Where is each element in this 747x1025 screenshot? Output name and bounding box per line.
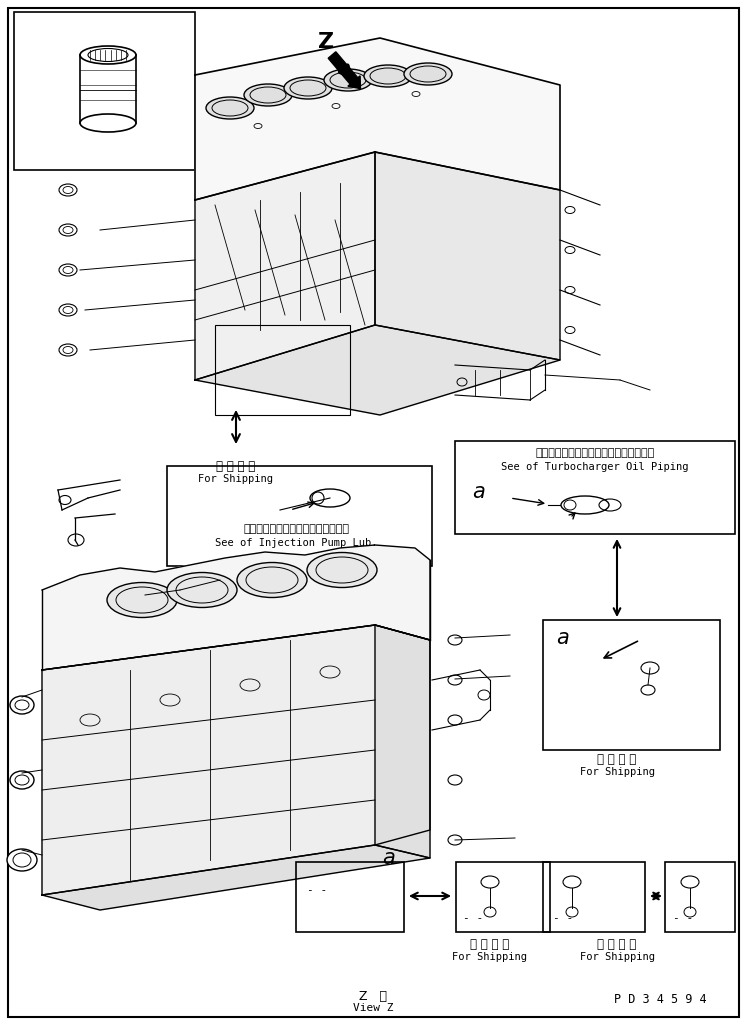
Text: For Shipping: For Shipping xyxy=(580,952,654,962)
Polygon shape xyxy=(195,325,560,415)
Text: 運 搬 部 品: 運 搬 部 品 xyxy=(471,938,509,951)
Text: インジェクションポンプルーブ参照: インジェクションポンプルーブ参照 xyxy=(243,524,349,534)
Text: Z: Z xyxy=(318,32,334,52)
Polygon shape xyxy=(375,625,430,858)
Bar xyxy=(215,325,350,415)
Ellipse shape xyxy=(448,675,462,685)
Ellipse shape xyxy=(10,771,34,789)
Bar xyxy=(296,862,404,932)
Bar xyxy=(543,862,645,932)
Text: - -: - - xyxy=(553,913,573,922)
Polygon shape xyxy=(42,845,430,910)
Polygon shape xyxy=(42,625,430,895)
Ellipse shape xyxy=(364,65,412,87)
Text: See of Injection Pump Lub.: See of Injection Pump Lub. xyxy=(214,538,377,548)
Ellipse shape xyxy=(59,344,77,356)
Bar xyxy=(665,862,735,932)
Ellipse shape xyxy=(107,582,177,617)
Bar xyxy=(455,441,735,534)
Text: View Z: View Z xyxy=(353,1003,393,1013)
Text: For Shipping: For Shipping xyxy=(199,474,273,484)
Bar xyxy=(543,620,720,750)
Ellipse shape xyxy=(167,573,237,608)
Ellipse shape xyxy=(7,849,37,871)
Text: P D 3 4 5 9 4: P D 3 4 5 9 4 xyxy=(614,993,707,1006)
Ellipse shape xyxy=(284,77,332,99)
Ellipse shape xyxy=(404,63,452,85)
Bar xyxy=(167,466,432,566)
Text: For Shipping: For Shipping xyxy=(453,952,527,962)
Text: a: a xyxy=(472,482,485,502)
Text: 運 搬 部 品: 運 搬 部 品 xyxy=(598,753,636,766)
Text: - -: - - xyxy=(307,885,327,895)
Polygon shape xyxy=(42,545,430,670)
Text: See of Turbocharger Oil Piping: See of Turbocharger Oil Piping xyxy=(501,462,689,472)
Ellipse shape xyxy=(10,696,34,714)
Ellipse shape xyxy=(59,304,77,316)
Ellipse shape xyxy=(59,224,77,236)
Text: a: a xyxy=(556,628,568,648)
Ellipse shape xyxy=(324,69,372,91)
Polygon shape xyxy=(195,152,375,380)
Polygon shape xyxy=(195,38,560,200)
Ellipse shape xyxy=(80,46,136,64)
Ellipse shape xyxy=(206,97,254,119)
Ellipse shape xyxy=(448,775,462,785)
Text: 運 搬 部 品: 運 搬 部 品 xyxy=(217,460,255,473)
Ellipse shape xyxy=(80,114,136,132)
Bar xyxy=(456,862,550,932)
Bar xyxy=(14,12,195,170)
Text: ターボチャージャオイルパイピング参照: ターボチャージャオイルパイピング参照 xyxy=(536,448,654,458)
Ellipse shape xyxy=(448,715,462,725)
Ellipse shape xyxy=(307,552,377,587)
Text: a: a xyxy=(382,848,394,868)
Polygon shape xyxy=(375,152,560,360)
Ellipse shape xyxy=(448,636,462,645)
Ellipse shape xyxy=(448,835,462,845)
Ellipse shape xyxy=(237,563,307,598)
Ellipse shape xyxy=(59,184,77,196)
Text: 運 搬 部 品: 運 搬 部 品 xyxy=(598,938,636,951)
FancyArrow shape xyxy=(328,52,361,88)
Ellipse shape xyxy=(244,84,292,106)
Ellipse shape xyxy=(59,264,77,276)
Text: - -: - - xyxy=(463,913,483,922)
Text: For Shipping: For Shipping xyxy=(580,767,654,777)
Text: - -: - - xyxy=(673,913,693,922)
Text: Z   視: Z 視 xyxy=(359,990,387,1003)
